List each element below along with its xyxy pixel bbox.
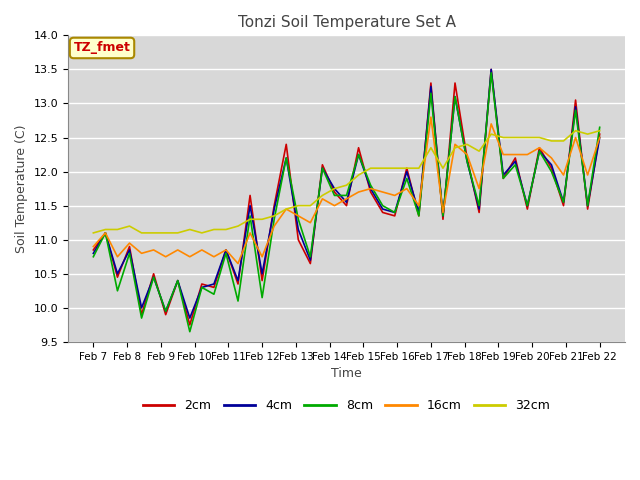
Text: TZ_fmet: TZ_fmet xyxy=(74,41,131,54)
Title: Tonzi Soil Temperature Set A: Tonzi Soil Temperature Set A xyxy=(237,15,456,30)
Y-axis label: Soil Temperature (C): Soil Temperature (C) xyxy=(15,124,28,253)
Legend: 2cm, 4cm, 8cm, 16cm, 32cm: 2cm, 4cm, 8cm, 16cm, 32cm xyxy=(138,394,555,417)
X-axis label: Time: Time xyxy=(331,367,362,380)
